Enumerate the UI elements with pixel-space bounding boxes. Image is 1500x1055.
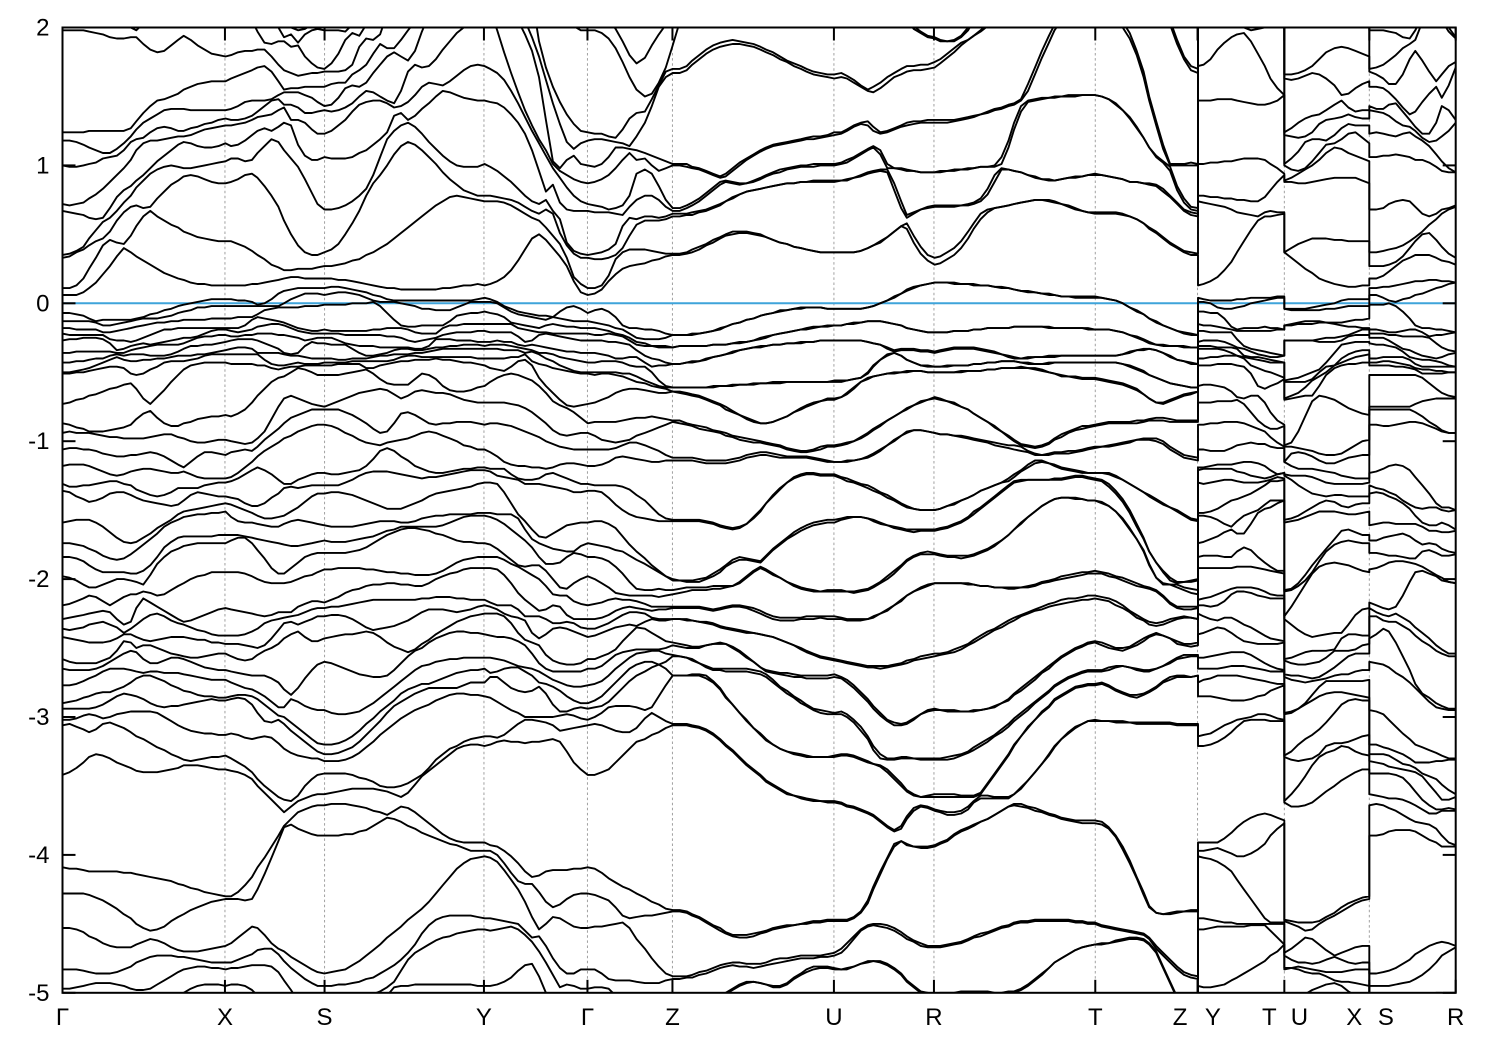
band-curve [62, 353, 1456, 425]
kpoint-label: Y [476, 1004, 492, 1031]
band-curve [62, 89, 1456, 221]
band-curve [62, 346, 1456, 389]
band-curve [289, 27, 310, 32]
band-curve [62, 914, 1456, 987]
band-curve [62, 496, 1456, 593]
band-curve [62, 447, 1456, 530]
band-curve [62, 496, 1456, 598]
band-curve [62, 278, 1456, 336]
y-tick-label: -3 [28, 704, 49, 731]
band-curve [62, 655, 1456, 764]
band-curve [62, 27, 1456, 150]
band-curve [62, 924, 1447, 993]
kpoint-label: R [925, 1004, 942, 1031]
axis-border [61, 26, 1457, 994]
band-curve [62, 626, 1456, 727]
band-curve [62, 612, 1456, 725]
band-curve [181, 938, 1371, 993]
kpoint-label: Y [1205, 1004, 1221, 1031]
kpoint-label: Z [665, 1004, 680, 1031]
band-curve [62, 649, 1456, 760]
y-tick-label: 0 [36, 290, 49, 317]
y-tick-label: -2 [28, 566, 49, 593]
kpoint-label: S [1378, 1004, 1394, 1031]
kpoint-label: T [1088, 1004, 1103, 1031]
kpoint-label: U [825, 1004, 842, 1031]
y-tick-label: -1 [28, 428, 49, 455]
band-curve [62, 565, 1456, 638]
y-tick-label: -5 [28, 980, 49, 1007]
kpoint-label: X [1346, 1004, 1362, 1031]
y-tick-label: 2 [36, 15, 49, 42]
band-curve [62, 32, 1456, 211]
y-tick-label: -4 [28, 842, 49, 869]
band-curve [129, 27, 1456, 98]
band-curve [62, 300, 1456, 349]
band-curve [62, 586, 1456, 667]
band-curve [277, 27, 1456, 65]
band-curve [62, 546, 1456, 621]
kpoint-label: Γ [56, 1004, 69, 1031]
band-curve [62, 408, 1456, 469]
band-curve [62, 27, 1456, 185]
band-curve [62, 387, 1456, 456]
band-curve [62, 338, 1456, 389]
kpoint-label: R [1447, 1004, 1464, 1031]
band-curve [62, 855, 1456, 978]
band-curve [62, 27, 1456, 139]
band-curve [62, 323, 1456, 365]
kpoint-label: U [1291, 1004, 1308, 1031]
band-curve [62, 804, 1456, 939]
band-curve [62, 718, 1456, 833]
band-curve [62, 711, 1456, 832]
band-curve [62, 802, 1456, 936]
tick-group [61, 26, 1457, 994]
band-curve [62, 27, 1456, 178]
band-curve [62, 474, 1456, 583]
kpoint-label: Z [1173, 1004, 1188, 1031]
band-curve [62, 121, 1456, 256]
kpoint-label: Γ [581, 1004, 594, 1031]
kpoint-label: X [217, 1004, 233, 1031]
kpoint-label: T [1262, 1004, 1277, 1031]
kpoint-label: S [317, 1004, 333, 1031]
band-lines-group [62, 27, 1456, 993]
y-tick-label-group: 2 1 0 -1 -2 -3 -4 -5 [28, 15, 49, 1007]
y-tick-label: 1 [36, 152, 49, 179]
band-curve [62, 194, 1456, 290]
band-curve [62, 663, 1456, 798]
band-curve [62, 420, 1456, 480]
band-curve [62, 367, 1456, 452]
